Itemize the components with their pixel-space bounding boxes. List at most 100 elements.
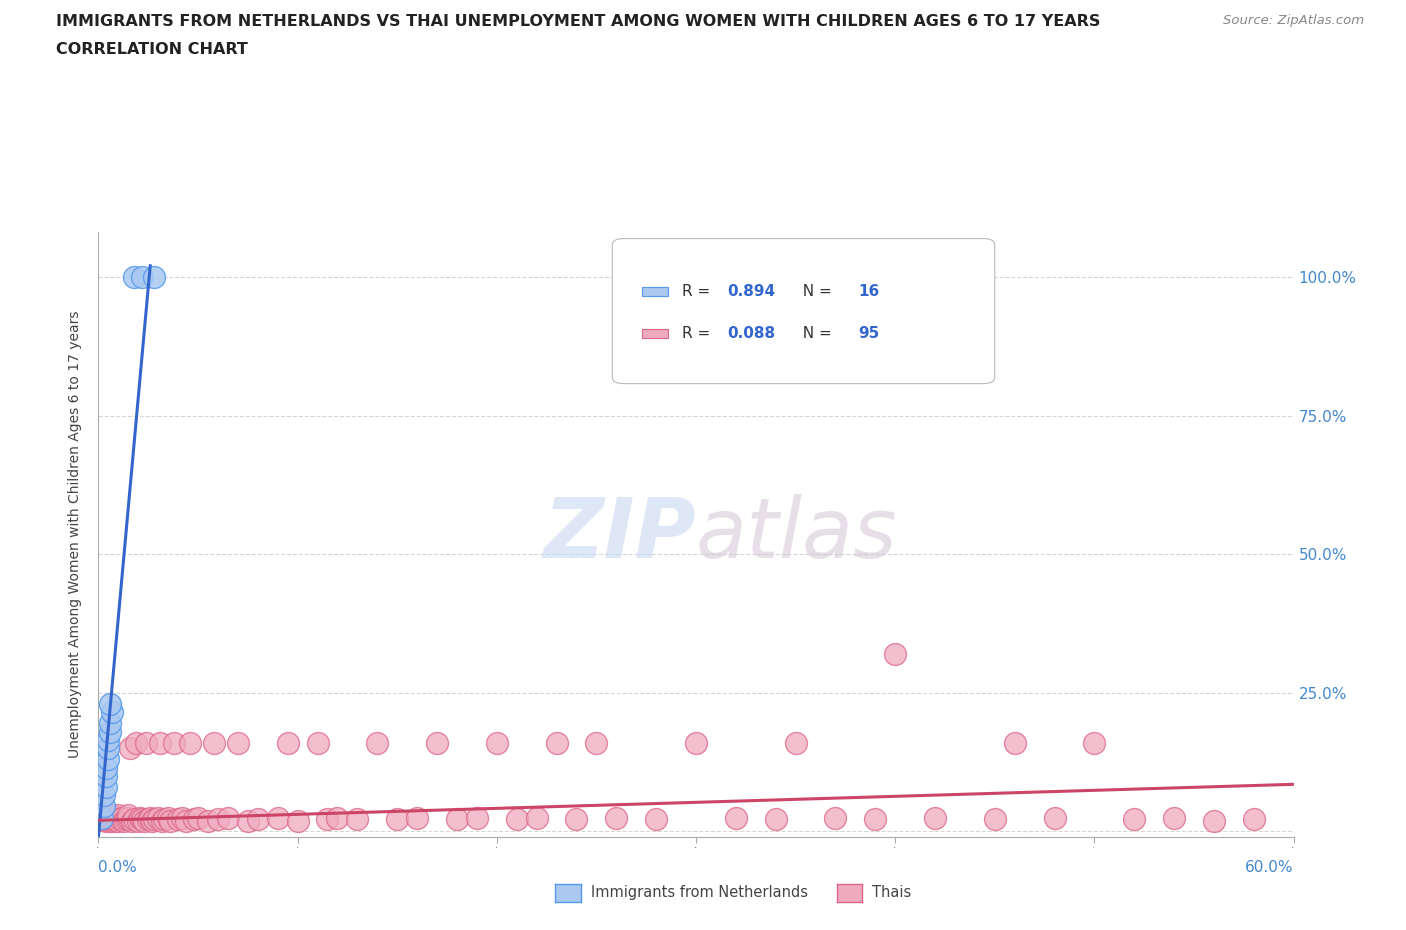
Text: CORRELATION CHART: CORRELATION CHART [56, 42, 247, 57]
Text: 60.0%: 60.0% [1246, 860, 1294, 875]
Point [724, 810, 747, 825]
Point [101, 810, 124, 825]
Point [139, 810, 162, 825]
Point [565, 812, 588, 827]
Point [100, 724, 122, 739]
Point [117, 807, 139, 822]
Text: IMMIGRANTS FROM NETHERLANDS VS THAI UNEMPLOYMENT AMONG WOMEN WITH CHILDREN AGES : IMMIGRANTS FROM NETHERLANDS VS THAI UNEM… [56, 14, 1101, 29]
Point [131, 270, 153, 285]
Point [346, 812, 368, 827]
Point [93, 788, 115, 803]
Point [107, 807, 129, 822]
Point [685, 736, 707, 751]
Point [117, 810, 139, 825]
Point [124, 270, 146, 285]
Point [226, 736, 249, 751]
Point [93, 807, 115, 822]
FancyBboxPatch shape [643, 286, 668, 296]
Point [111, 810, 134, 825]
Point [984, 812, 1007, 827]
Point [100, 716, 122, 731]
Text: Thais: Thais [872, 885, 911, 900]
Point [277, 736, 299, 751]
Point [546, 736, 568, 751]
Point [127, 814, 149, 829]
Point [1202, 814, 1225, 829]
Point [91, 810, 114, 825]
Point [385, 812, 409, 827]
Point [1123, 812, 1146, 827]
Point [100, 697, 122, 711]
Point [824, 810, 846, 825]
Point [485, 736, 508, 751]
Point [143, 812, 166, 827]
Point [100, 812, 122, 827]
Point [96, 814, 118, 829]
Point [97, 741, 120, 756]
Point [1004, 736, 1026, 751]
Point [149, 736, 172, 751]
Point [426, 736, 449, 751]
Point [1163, 810, 1185, 825]
Point [103, 812, 125, 827]
FancyBboxPatch shape [643, 329, 668, 339]
Point [207, 812, 229, 827]
Point [115, 812, 138, 827]
Point [765, 812, 787, 827]
Point [167, 812, 190, 827]
Point [236, 814, 259, 829]
Point [112, 814, 135, 829]
Text: ZIP: ZIP [543, 494, 696, 576]
Text: Source: ZipAtlas.com: Source: ZipAtlas.com [1223, 14, 1364, 27]
Point [785, 736, 807, 751]
Point [136, 812, 159, 827]
Point [585, 736, 607, 751]
Point [148, 810, 170, 825]
Text: 0.894: 0.894 [727, 284, 775, 299]
Point [141, 814, 163, 829]
Point [884, 646, 907, 661]
Point [134, 814, 156, 829]
Point [97, 810, 120, 825]
Point [96, 779, 118, 794]
Point [96, 768, 118, 783]
Text: atlas: atlas [696, 494, 897, 576]
Point [506, 812, 529, 827]
Point [187, 810, 209, 825]
Point [93, 813, 115, 828]
Point [124, 812, 146, 827]
Point [143, 270, 166, 285]
Text: N =: N = [793, 326, 837, 341]
Point [307, 736, 329, 751]
Point [89, 813, 111, 828]
Point [287, 814, 309, 829]
Point [1243, 812, 1265, 827]
Point [217, 810, 239, 825]
Text: 0.088: 0.088 [727, 326, 775, 341]
Point [157, 810, 180, 825]
Point [446, 812, 468, 827]
Point [100, 814, 122, 829]
Point [179, 736, 201, 751]
Point [125, 736, 148, 751]
Text: 95: 95 [859, 326, 880, 341]
Point [159, 814, 181, 829]
Point [93, 799, 115, 814]
Point [406, 810, 429, 825]
Point [465, 810, 488, 825]
FancyBboxPatch shape [613, 238, 995, 383]
Point [97, 807, 120, 822]
Point [107, 814, 129, 829]
Point [526, 810, 548, 825]
Text: R =: R = [682, 284, 714, 299]
Point [120, 741, 142, 756]
Point [105, 810, 128, 825]
Point [183, 812, 205, 827]
Point [96, 760, 118, 775]
Y-axis label: Unemployment Among Women with Children Ages 6 to 17 years: Unemployment Among Women with Children A… [69, 311, 83, 759]
Text: 0.0%: 0.0% [98, 860, 138, 875]
Point [121, 814, 143, 829]
Point [197, 814, 219, 829]
Point [1043, 810, 1066, 825]
Point [131, 812, 153, 827]
